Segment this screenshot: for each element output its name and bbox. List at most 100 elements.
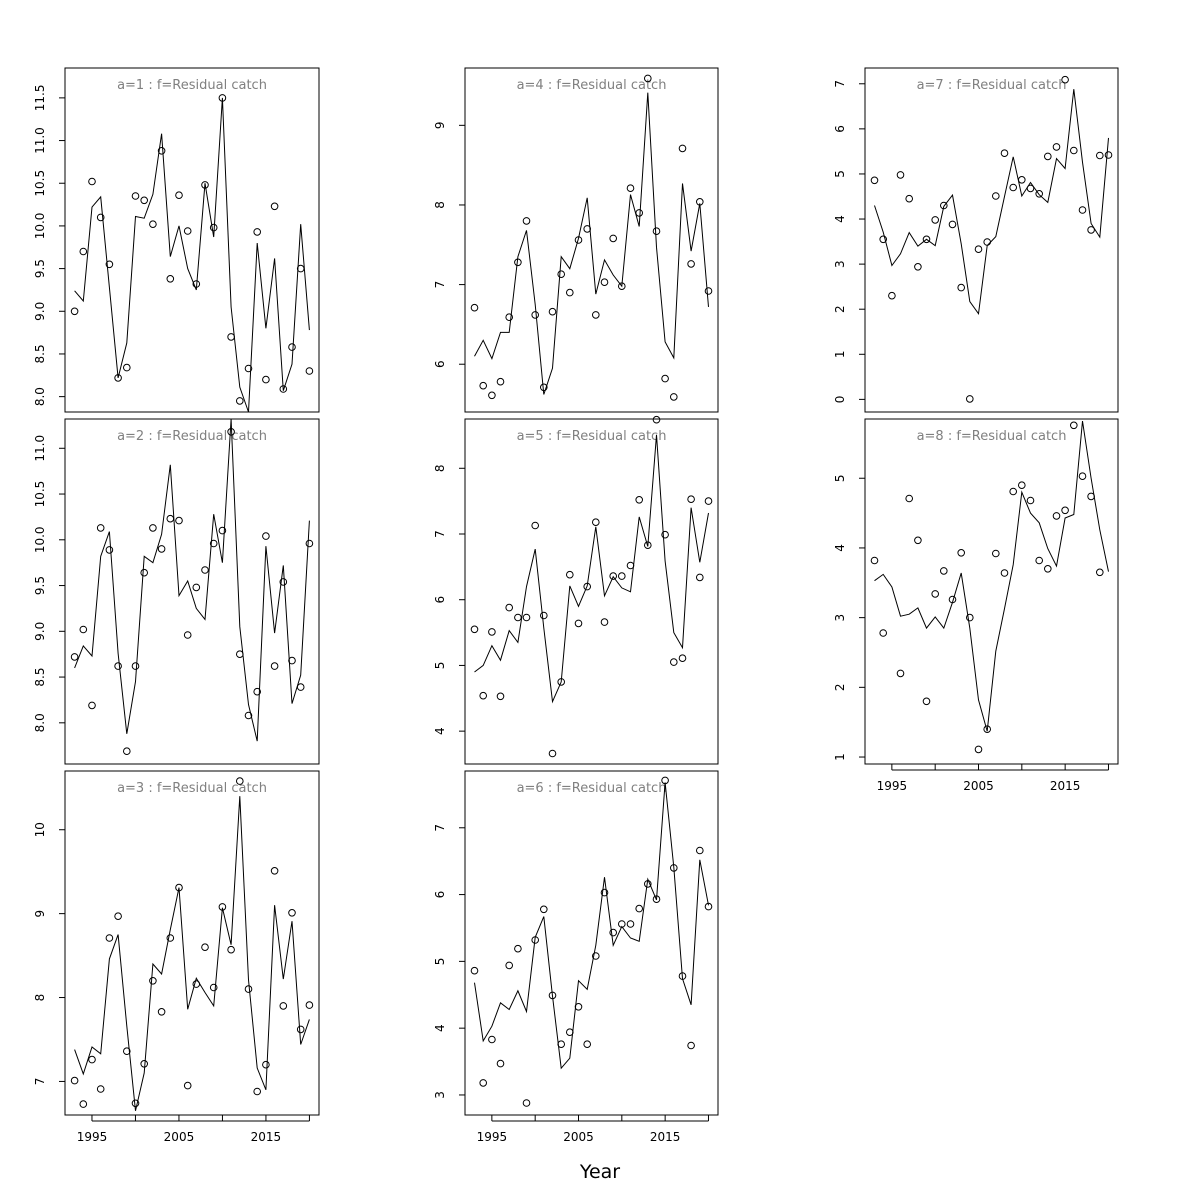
panel-2-observed-point [270, 662, 279, 670]
panel-1-frame [64, 67, 320, 413]
panel-4-observed-point [592, 311, 600, 319]
panel-3-observed-point [131, 1099, 140, 1108]
panel-6-observed-point [540, 905, 548, 914]
panel-4-title: a=4 : f=Residual catch [517, 78, 667, 93]
panel-2-observed-point [70, 653, 79, 661]
panel-6: a=6 : f=Residual catch 3 4 5 6 7 1995 2005 2015 [433, 770, 719, 1144]
panel-2-observed-point [166, 514, 175, 523]
panel-6-observed-point [644, 880, 652, 888]
panel-1-observed-point [140, 196, 148, 205]
panel-2-observed-point [114, 662, 122, 670]
panel-7-ytick-label: 6 [833, 125, 847, 133]
panel-3-observed-point [149, 977, 157, 985]
panel-1-observed-point [79, 247, 88, 256]
panel-1-observed-point [218, 94, 227, 102]
panel-5-observed-point [592, 518, 600, 527]
panel-7-observed-point [1096, 151, 1104, 160]
panel-2-observed-point [88, 701, 96, 710]
panel-3-observed-point [105, 934, 114, 942]
panel-8-xtick-label: 2015 [1050, 779, 1081, 793]
panel-4-observed-point [566, 288, 574, 297]
panel-5-observed-point [505, 603, 514, 612]
panel-6-observed-point [592, 952, 600, 960]
panel-6-ytick-label: 3 [433, 1091, 447, 1099]
panel-4-observed-point [678, 144, 687, 153]
panel-1-observed-point [270, 202, 279, 211]
panel-6-observed-point [479, 1079, 488, 1087]
panel-2-ytick-label: 8.5 [33, 668, 47, 687]
panel-3-observed-point [270, 867, 279, 875]
panel-5-frame [464, 418, 719, 765]
panel-6-observed-point [618, 920, 626, 928]
panel-1-observed-point [166, 275, 175, 283]
panel-4-observed-point [644, 74, 652, 83]
panel-3-observed-point [70, 1076, 79, 1085]
panel-6-observed-point [514, 944, 522, 953]
panel-7-ytick-label: 3 [833, 260, 847, 268]
panel-6-observed-point [488, 1035, 496, 1044]
panel-1-observed-point [175, 191, 183, 199]
panel-2-observed-point [149, 524, 157, 532]
panel-8-observed-point [1096, 568, 1104, 577]
panel-4-ytick-label: 6 [433, 360, 447, 368]
panel-7-ytick-label: 4 [833, 215, 847, 223]
panel-4-fitted-line [474, 92, 709, 395]
panel-1-observed-point [296, 264, 305, 273]
panel-3-fitted-line [74, 796, 310, 1111]
panel-2-ytick-label: 11.0 [33, 435, 47, 462]
panel-3-observed-point [279, 1002, 288, 1010]
panel-2-frame [64, 418, 320, 765]
panel-3-ytick-label: 10 [33, 822, 47, 837]
panel-4-ytick-label: 8 [433, 201, 447, 209]
panel-6-observed-point [505, 961, 514, 970]
panel-2-observed-point [244, 711, 253, 720]
panel-7-fitted-line [874, 89, 1109, 316]
panel-5-observed-point [661, 530, 669, 539]
panel-5-observed-point [470, 625, 479, 634]
panel-6-observed-point [548, 991, 557, 1000]
panel-5-observed-point [540, 611, 548, 620]
panel-6-ytick-label: 6 [433, 891, 447, 899]
panel-6-observed-point [470, 966, 479, 975]
panel-6-title: a=6 : f=Residual catch [517, 781, 667, 796]
panel-1-ytick-label: 8.0 [33, 387, 47, 406]
panel-4-observed-point [505, 313, 514, 322]
panel-8-title: a=8 : f=Residual catch [917, 429, 1067, 444]
panel-4: a=4 : f=Residual catch 6 7 8 9 [433, 67, 719, 413]
panel-6-observed-point [609, 928, 618, 937]
panel-5-observed-point [566, 570, 574, 579]
panel-8-observed-point [922, 697, 931, 706]
panel-5-observed-point [479, 691, 488, 700]
panel-7-observed-point [992, 192, 1000, 200]
panel-4-observed-point [488, 391, 496, 400]
panel-7-observed-point [922, 235, 931, 244]
panel-3-observed-point [253, 1087, 262, 1096]
panel-2-ytick-label: 10.0 [33, 526, 47, 553]
panel-4-observed-point [557, 270, 566, 279]
panel-8-ytick-label: 2 [833, 684, 847, 692]
panel-1-observed-point [244, 364, 253, 373]
panel-8-observed-point [1078, 472, 1087, 481]
panel-8-observed-point [914, 536, 922, 545]
panel-7-observed-point [1000, 149, 1009, 157]
panel-7-observed-point [1104, 151, 1113, 159]
panel-4-observed-point [531, 311, 540, 319]
panel-1-observed-point [88, 177, 96, 186]
panel-7-observed-point [974, 245, 983, 253]
panel-8-observed-point [1009, 487, 1018, 496]
panel-7-observed-point [948, 220, 957, 229]
panel-8-observed-point [1000, 569, 1009, 577]
panel-7-observed-point [1061, 75, 1069, 84]
panel-1-observed-point [236, 397, 244, 405]
panel-5-observed-point [600, 618, 609, 626]
panel-1-ytick-label: 9.5 [33, 259, 47, 278]
panel-1: a=1 : f=Residual catch 8.0 8.5 9.0 9.5 10.0 10… [33, 67, 320, 413]
panel-8-frame [864, 418, 1119, 765]
panel-2-observed-point [296, 683, 305, 691]
panel-7-observed-point [1087, 226, 1095, 234]
panel-2-observed-point [305, 539, 314, 548]
panel-4-ytick-label: 7 [433, 281, 447, 289]
panel-5-observed-point [652, 415, 661, 424]
panel-2-observed-point [262, 532, 270, 540]
